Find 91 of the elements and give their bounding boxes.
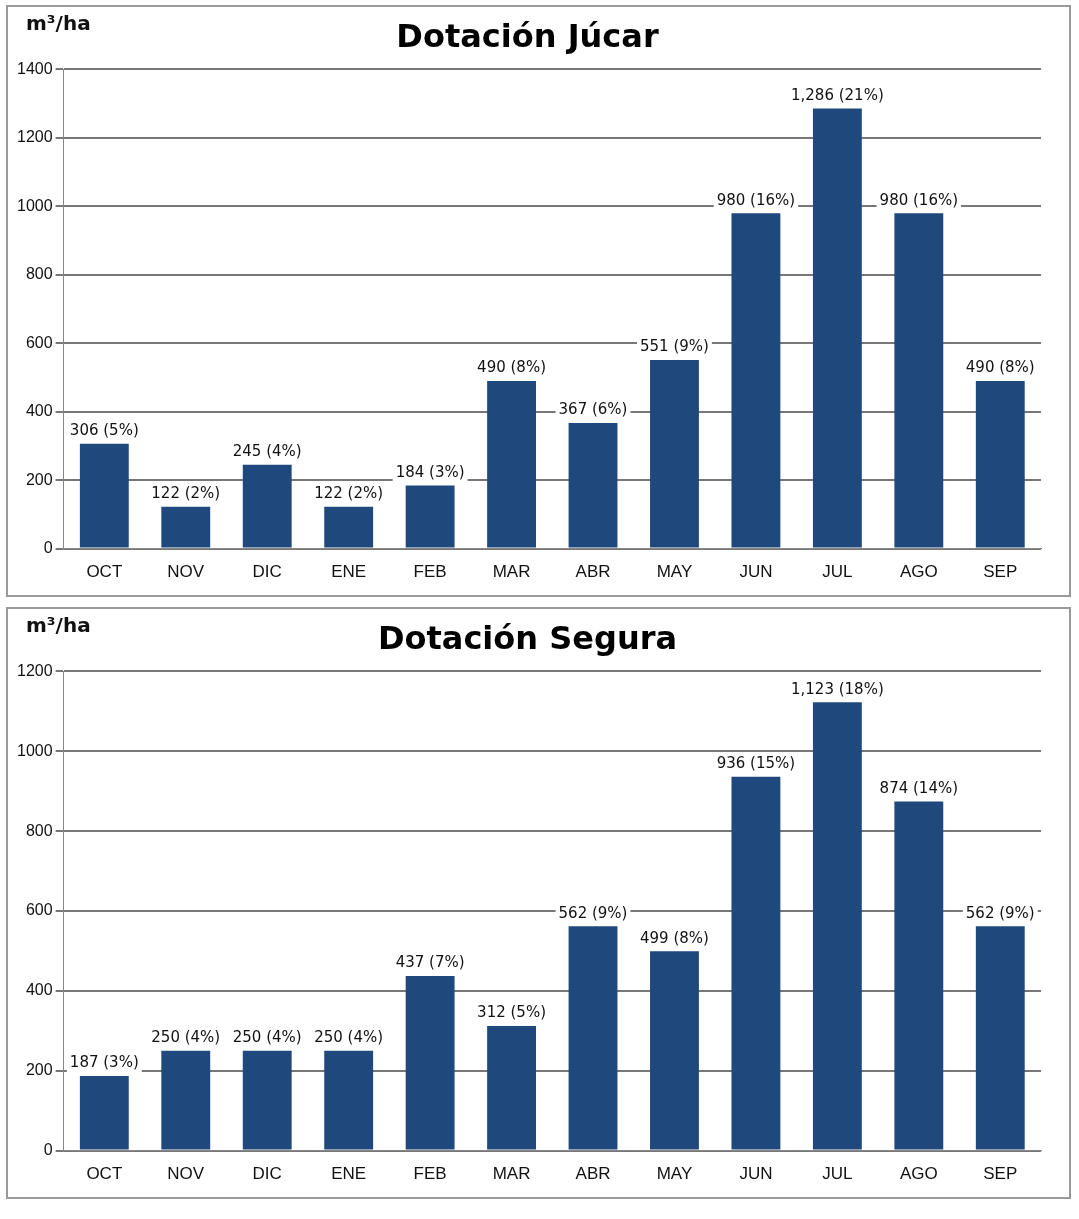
data-label: 306 (5%) xyxy=(69,421,139,440)
data-label: 1,123 (18%) xyxy=(790,679,884,698)
data-label: 122 (2%) xyxy=(314,484,384,503)
x-tick-label: AGO xyxy=(899,1164,938,1184)
data-label: 980 (16%) xyxy=(716,190,796,209)
data-label: 250 (4%) xyxy=(314,1028,384,1047)
data-label: 562 (9%) xyxy=(965,903,1035,922)
x-tick-label: JUN xyxy=(739,562,773,582)
data-label: 499 (8%) xyxy=(640,928,709,947)
data-label: 562 (9%) xyxy=(558,903,628,922)
bar xyxy=(650,951,699,1150)
data-label: 1,286 (21%) xyxy=(790,85,884,104)
y-tick-label: 400 xyxy=(25,981,53,999)
bar xyxy=(242,464,292,548)
bar xyxy=(487,1026,537,1150)
y-tick-label: 800 xyxy=(25,821,53,839)
x-tick-label: ABR xyxy=(575,562,611,582)
x-tick-label: JUL xyxy=(822,562,853,582)
bar xyxy=(487,380,537,548)
x-tick-label: MAY xyxy=(656,1164,693,1184)
x-tick-label: OCT xyxy=(86,562,123,582)
x-tick-label: ABR xyxy=(575,1164,611,1184)
y-tick-label: 200 xyxy=(25,1061,53,1079)
data-label: 312 (5%) xyxy=(477,1003,547,1022)
x-tick-label: MAY xyxy=(656,562,693,582)
x-tick-label: JUL xyxy=(822,1164,853,1184)
bar xyxy=(568,926,618,1150)
bar xyxy=(161,1050,211,1150)
y-tick-label: 800 xyxy=(25,265,53,283)
bar xyxy=(79,443,129,548)
x-tick-label: DIC xyxy=(252,1164,282,1184)
bar xyxy=(324,506,374,548)
data-label: 250 (4%) xyxy=(151,1028,221,1047)
y-axis-title: m³/ha xyxy=(26,613,91,638)
x-tick-label: ENE xyxy=(331,1164,367,1184)
bar xyxy=(79,1075,129,1150)
x-tick-label: AGO xyxy=(899,562,938,582)
y-tick-label: 600 xyxy=(25,333,53,351)
bar xyxy=(731,213,781,548)
bar xyxy=(161,506,211,548)
data-label: 367 (6%) xyxy=(558,400,628,419)
y-axis-title: m³/ha xyxy=(26,11,91,36)
x-tick-label: FEB xyxy=(413,562,447,582)
y-tick-label: 0 xyxy=(43,1141,53,1159)
y-tick-label: 1000 xyxy=(17,196,53,214)
x-tick-label: NOV xyxy=(167,1164,205,1184)
x-tick-label: ENE xyxy=(331,562,367,582)
data-label: 187 (3%) xyxy=(69,1053,139,1072)
data-label: 551 (9%) xyxy=(640,337,709,356)
data-label: 122 (2%) xyxy=(151,484,221,503)
data-label: 936 (15%) xyxy=(716,754,796,773)
y-tick-label: 1200 xyxy=(17,661,53,679)
bar xyxy=(975,926,1025,1150)
bar xyxy=(894,213,944,548)
bar xyxy=(242,1050,292,1150)
data-label: 245 (4%) xyxy=(232,442,302,461)
data-label: 980 (16%) xyxy=(879,190,959,209)
bar xyxy=(405,485,455,548)
bar xyxy=(324,1050,374,1150)
bar xyxy=(650,360,699,548)
bar xyxy=(894,801,944,1150)
x-tick-label: MAR xyxy=(492,562,531,582)
data-label: 490 (8%) xyxy=(965,358,1035,377)
bar xyxy=(731,776,781,1150)
y-tick-label: 200 xyxy=(25,470,53,488)
x-tick-label: MAR xyxy=(492,1164,531,1184)
chart-title: Dotación Segura xyxy=(377,618,678,657)
chart-title: Dotación Júcar xyxy=(396,16,659,55)
x-tick-label: FEB xyxy=(413,1164,447,1184)
bar xyxy=(812,108,862,548)
x-tick-label: JUN xyxy=(739,1164,773,1184)
data-label: 184 (3%) xyxy=(395,463,465,482)
y-tick-label: 600 xyxy=(25,901,53,919)
bar xyxy=(405,976,455,1150)
bar xyxy=(975,380,1025,548)
y-tick-label: 1000 xyxy=(17,741,53,759)
y-tick-label: 0 xyxy=(43,539,53,557)
y-tick-label: 1400 xyxy=(17,59,53,77)
data-label: 874 (14%) xyxy=(879,778,959,797)
bar xyxy=(812,702,862,1150)
x-tick-label: DIC xyxy=(252,562,282,582)
data-label: 490 (8%) xyxy=(477,358,547,377)
data-label: 437 (7%) xyxy=(395,953,465,972)
data-label: 250 (4%) xyxy=(232,1028,302,1047)
y-tick-label: 400 xyxy=(25,402,53,420)
x-tick-label: SEP xyxy=(983,1164,1018,1184)
y-tick-label: 1200 xyxy=(17,128,53,146)
x-tick-label: NOV xyxy=(167,562,205,582)
x-tick-label: SEP xyxy=(983,562,1018,582)
x-tick-label: OCT xyxy=(86,1164,123,1184)
bar xyxy=(568,422,618,548)
